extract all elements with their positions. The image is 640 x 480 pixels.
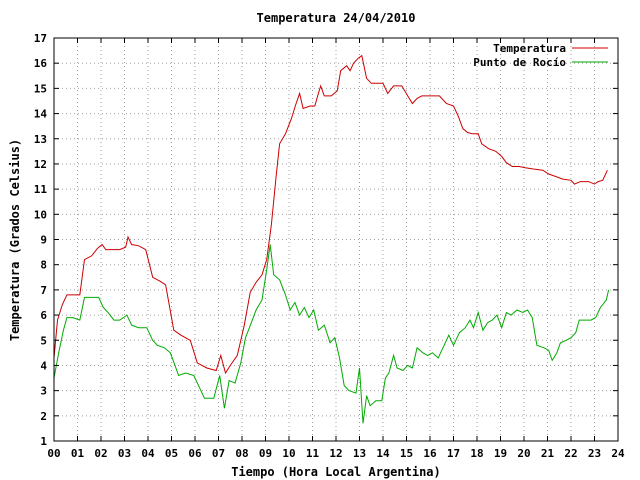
x-tick-label: 14: [376, 447, 390, 460]
y-tick-label: 11: [34, 183, 48, 196]
x-tick-label: 02: [94, 447, 107, 460]
y-tick-label: 6: [40, 309, 47, 322]
x-axis-title: Tiempo (Hora Local Argentina): [231, 465, 441, 479]
x-tick-label: 01: [71, 447, 85, 460]
x-tick-label: 18: [470, 447, 483, 460]
x-axis-ticks: 00 01 02 03 04 05 06 07 08 09 10 11 12 13 14 15 16 17 18 19…: [47, 38, 625, 460]
y-tick-label: 8: [40, 259, 47, 272]
y-axis-title: Temperatura (Grados Celsius): [8, 139, 22, 341]
y-tick-label: 4: [40, 359, 47, 372]
y-tick-label: 1: [40, 435, 47, 448]
x-tick-label: 04: [141, 447, 155, 460]
x-tick-label: 19: [494, 447, 507, 460]
chart-title: Temperatura 24/04/2010: [257, 11, 416, 25]
x-tick-label: 16: [423, 447, 437, 460]
y-tick-label: 3: [40, 385, 47, 398]
series-line-temperatura: [53, 54, 608, 375]
x-tick-label: 08: [235, 447, 248, 460]
x-tick-label: 10: [282, 447, 295, 460]
y-tick-label: 13: [34, 133, 47, 146]
x-tick-label: 12: [329, 447, 342, 460]
x-tick-label: 03: [118, 447, 131, 460]
x-tick-label: 21: [541, 447, 555, 460]
legend-label-temperatura: Temperatura: [493, 42, 566, 55]
x-tick-label: 00: [47, 447, 60, 460]
y-tick-label: 12: [34, 158, 47, 171]
x-tick-label: 17: [447, 447, 460, 460]
legend: Temperatura Punto de Rocío: [473, 42, 608, 69]
x-tick-label: 22: [564, 447, 577, 460]
x-tick-label: 05: [165, 447, 178, 460]
x-tick-label: 24: [611, 447, 625, 460]
x-tick-label: 23: [588, 447, 601, 460]
y-tick-label: 17: [34, 32, 47, 45]
x-tick-label: 11: [306, 447, 320, 460]
y-tick-label: 15: [34, 82, 47, 95]
y-tick-label: 10: [34, 208, 47, 221]
y-tick-label: 2: [40, 410, 47, 423]
y-tick-label: 7: [40, 284, 47, 297]
x-tick-label: 07: [212, 447, 225, 460]
data-series: [53, 54, 610, 424]
y-tick-label: 14: [34, 108, 48, 121]
y-tick-label: 5: [40, 334, 47, 347]
x-tick-label: 13: [353, 447, 366, 460]
x-tick-label: 20: [517, 447, 530, 460]
x-tick-label: 09: [259, 447, 272, 460]
x-tick-label: 15: [400, 447, 413, 460]
legend-label-punto-de-rocio: Punto de Rocío: [473, 56, 566, 69]
y-tick-label: 16: [34, 57, 48, 70]
series-line-punto-de-rocio: [53, 244, 610, 424]
y-tick-label: 9: [40, 234, 47, 247]
x-tick-label: 06: [188, 447, 202, 460]
